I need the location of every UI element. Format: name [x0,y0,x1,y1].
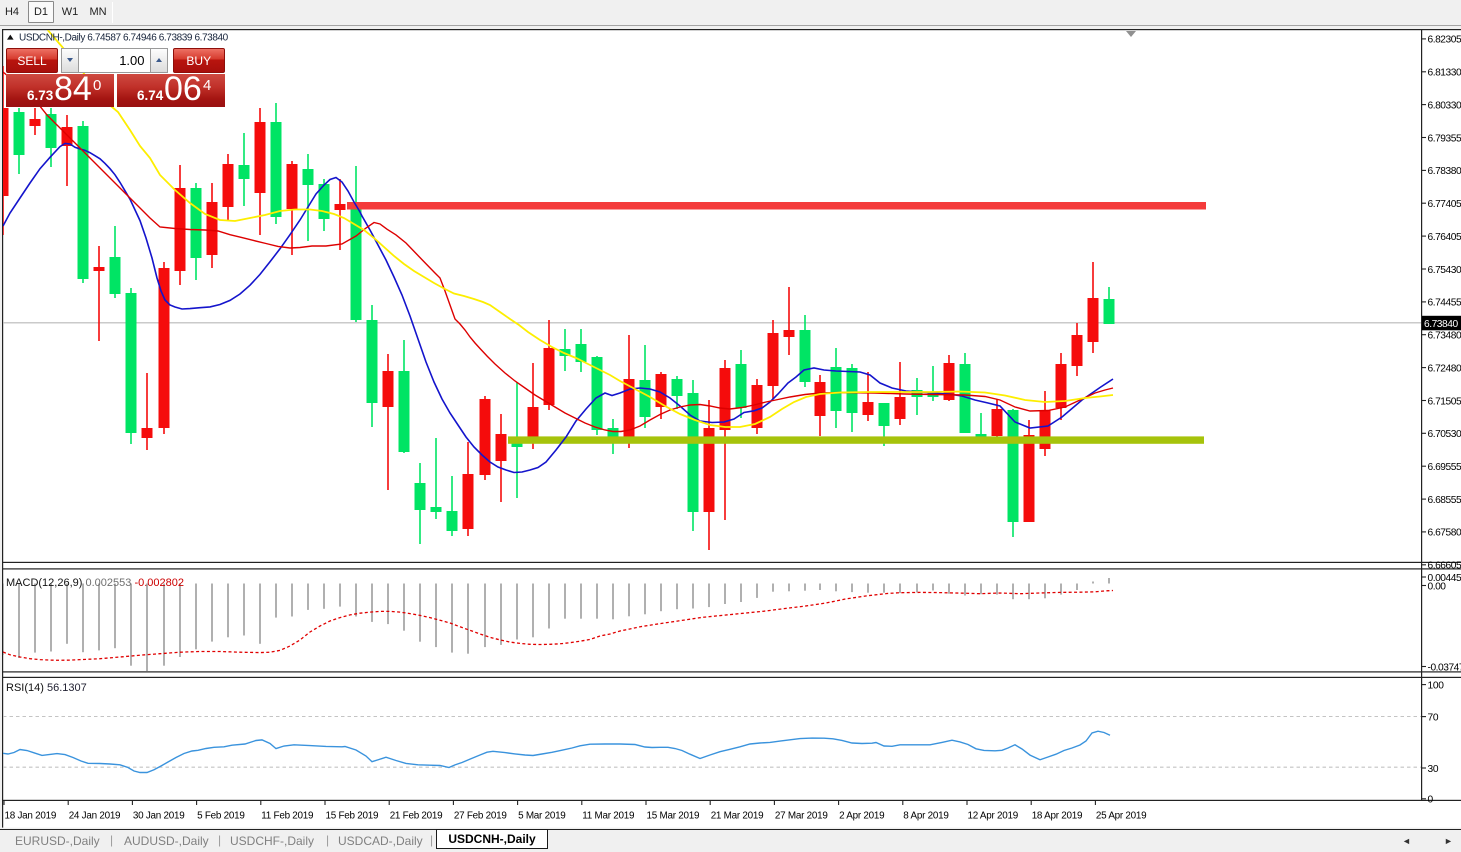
svg-text:27 Mar 2019: 27 Mar 2019 [775,811,828,822]
svg-text:0.00: 0.00 [1428,581,1447,592]
svg-text:21 Feb 2019: 21 Feb 2019 [390,811,443,822]
svg-text:70: 70 [1428,712,1439,723]
svg-text:6.66605: 6.66605 [1428,561,1461,572]
svg-text:25 Apr 2019: 25 Apr 2019 [1096,811,1147,822]
svg-text:8 Apr 2019: 8 Apr 2019 [903,811,949,822]
svg-text:-0.037475: -0.037475 [1428,662,1461,673]
svg-text:30: 30 [1428,764,1439,775]
svg-text:18 Jan 2019: 18 Jan 2019 [5,811,57,822]
svg-text:30 Jan 2019: 30 Jan 2019 [133,811,185,822]
svg-text:6.67580: 6.67580 [1428,528,1461,539]
svg-text:100: 100 [1428,680,1445,691]
svg-text:5 Mar 2019: 5 Mar 2019 [518,811,566,822]
svg-text:MACD(12,26,9) 0.002553 -0.0028: MACD(12,26,9) 0.002553 -0.002802 [6,577,184,589]
svg-text:6.79355: 6.79355 [1428,133,1461,144]
svg-text:6.80330: 6.80330 [1428,100,1461,111]
svg-text:6.68555: 6.68555 [1428,495,1461,506]
svg-text:6.78380: 6.78380 [1428,166,1461,177]
svg-text:15 Feb 2019: 15 Feb 2019 [326,811,379,822]
svg-text:6.73480: 6.73480 [1428,331,1461,342]
svg-text:6.75430: 6.75430 [1428,265,1461,276]
svg-text:6.74455: 6.74455 [1428,298,1461,309]
svg-text:RSI(14) 56.1307: RSI(14) 56.1307 [6,682,87,694]
svg-text:6.76405: 6.76405 [1428,232,1461,243]
svg-text:12 Apr 2019: 12 Apr 2019 [968,811,1019,822]
svg-text:27 Feb 2019: 27 Feb 2019 [454,811,507,822]
svg-text:0: 0 [1428,795,1434,806]
svg-text:6.82305: 6.82305 [1428,35,1461,46]
svg-text:24 Jan 2019: 24 Jan 2019 [69,811,121,822]
svg-text:5 Feb 2019: 5 Feb 2019 [197,811,245,822]
svg-text:6.69555: 6.69555 [1428,462,1461,473]
svg-text:11 Mar 2019: 11 Mar 2019 [582,811,635,822]
svg-text:11 Feb 2019: 11 Feb 2019 [261,811,314,822]
svg-text:USDCNH-,Daily 6.74587 6.74946: USDCNH-,Daily 6.74587 6.74946 6.73839 6.… [19,33,229,44]
svg-text:6.71505: 6.71505 [1428,396,1461,407]
svg-text:0.004459: 0.004459 [1428,573,1461,584]
svg-text:6.77405: 6.77405 [1428,199,1461,210]
svg-text:6.72480: 6.72480 [1428,363,1461,374]
svg-text:21 Mar 2019: 21 Mar 2019 [711,811,764,822]
svg-text:18 Apr 2019: 18 Apr 2019 [1032,811,1083,822]
svg-text:6.73840: 6.73840 [1424,319,1458,330]
svg-text:15 Mar 2019: 15 Mar 2019 [647,811,700,822]
svg-text:2 Apr 2019: 2 Apr 2019 [839,811,885,822]
svg-text:6.81330: 6.81330 [1428,68,1461,79]
svg-text:6.70530: 6.70530 [1428,429,1461,440]
